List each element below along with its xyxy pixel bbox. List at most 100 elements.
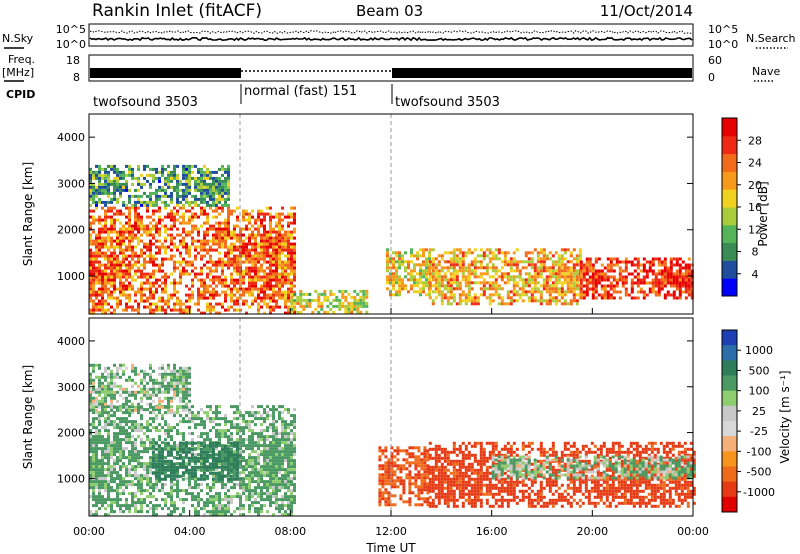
power-cell <box>194 182 197 186</box>
power-cell <box>191 269 194 273</box>
velocity-cell <box>206 501 209 505</box>
power-cell <box>410 260 413 264</box>
power-cell <box>359 304 363 308</box>
power-cell <box>227 257 230 261</box>
velocity-cell <box>248 444 251 448</box>
velocity-cell <box>110 477 113 481</box>
power-cell <box>290 269 293 273</box>
velocity-cell <box>197 417 200 421</box>
velocity-cell <box>227 504 230 508</box>
power-cell <box>554 296 558 300</box>
power-cell <box>353 304 357 308</box>
power-cell <box>575 284 579 288</box>
power-cell <box>203 200 206 204</box>
power-cell <box>281 227 284 231</box>
power-cell <box>212 236 215 240</box>
velocity-cell <box>182 438 185 442</box>
velocity-cell <box>107 459 110 463</box>
power-cell <box>143 299 146 303</box>
power-cell <box>488 248 492 252</box>
velocity-cell <box>260 486 263 490</box>
power-cell <box>263 212 266 216</box>
power-cell <box>197 230 200 234</box>
power-cell <box>155 278 158 282</box>
power-cell <box>645 275 649 279</box>
power-cell <box>107 191 110 195</box>
velocity-cell <box>110 444 113 448</box>
power-cell <box>203 188 206 192</box>
velocity-cell <box>248 483 251 487</box>
power-cell <box>194 272 197 276</box>
velocity-cell <box>119 459 122 463</box>
power-cell <box>146 305 149 309</box>
velocity-cell <box>179 432 182 436</box>
power-cell <box>113 188 116 192</box>
power-cell <box>188 248 191 252</box>
velocity-cell <box>269 477 272 481</box>
power-cell <box>89 266 92 270</box>
power-cell <box>512 299 516 303</box>
power-cell <box>212 182 215 186</box>
velocity-cell <box>287 483 290 487</box>
power-cell <box>536 281 540 285</box>
velocity-cell <box>260 468 263 472</box>
velocity-cell <box>257 462 260 466</box>
power-cell <box>284 242 287 246</box>
velocity-cell <box>170 492 173 496</box>
velocity-cell <box>134 477 137 481</box>
power-cell <box>437 290 441 294</box>
power-cell <box>194 254 197 258</box>
velocity-cell <box>284 423 287 427</box>
power-cell <box>197 296 200 300</box>
power-cell <box>167 257 170 261</box>
power-cell <box>545 287 549 291</box>
power-cell <box>254 275 257 279</box>
power-cell <box>290 260 293 264</box>
velocity-cell <box>284 432 287 436</box>
power-cell <box>134 227 137 231</box>
velocity-cell <box>110 507 113 511</box>
power-cell <box>572 257 576 261</box>
power-cell <box>125 302 128 306</box>
velocity-cell <box>176 462 179 466</box>
power-cell <box>554 299 558 303</box>
power-cell <box>431 275 435 279</box>
power-cell <box>119 221 122 225</box>
velocity-cell <box>113 510 116 514</box>
velocity-cell <box>104 477 107 481</box>
power-cell <box>170 224 173 228</box>
velocity-cell <box>140 507 143 511</box>
power-cell <box>227 212 230 216</box>
power-cell <box>687 269 691 273</box>
power-cell <box>690 272 694 276</box>
velocity-cell <box>257 417 260 421</box>
power-cell <box>143 176 146 180</box>
velocity-cell <box>122 420 125 424</box>
power-cell <box>263 230 266 234</box>
power-cell <box>660 284 664 288</box>
power-cell <box>251 230 254 234</box>
power-cell <box>600 284 604 288</box>
power-cell <box>185 197 188 201</box>
power-cell <box>554 251 558 255</box>
velocity-cell <box>101 468 104 472</box>
velocity-cell <box>89 459 92 463</box>
power-cell <box>684 278 688 282</box>
power-cell <box>594 260 598 264</box>
power-cell <box>251 299 254 303</box>
velocity-cell <box>287 474 290 478</box>
power-cell <box>218 185 221 189</box>
power-cell <box>107 290 110 294</box>
power-cell <box>155 281 158 285</box>
power-cell <box>476 296 480 300</box>
power-cell <box>101 299 104 303</box>
power-cell <box>329 289 333 293</box>
power-cell <box>176 173 179 177</box>
power-cell <box>395 281 398 285</box>
power-cell <box>149 311 152 315</box>
power-cell <box>152 212 155 216</box>
velocity-cell <box>263 441 266 445</box>
power-cell <box>221 209 224 213</box>
power-cell <box>215 188 218 192</box>
